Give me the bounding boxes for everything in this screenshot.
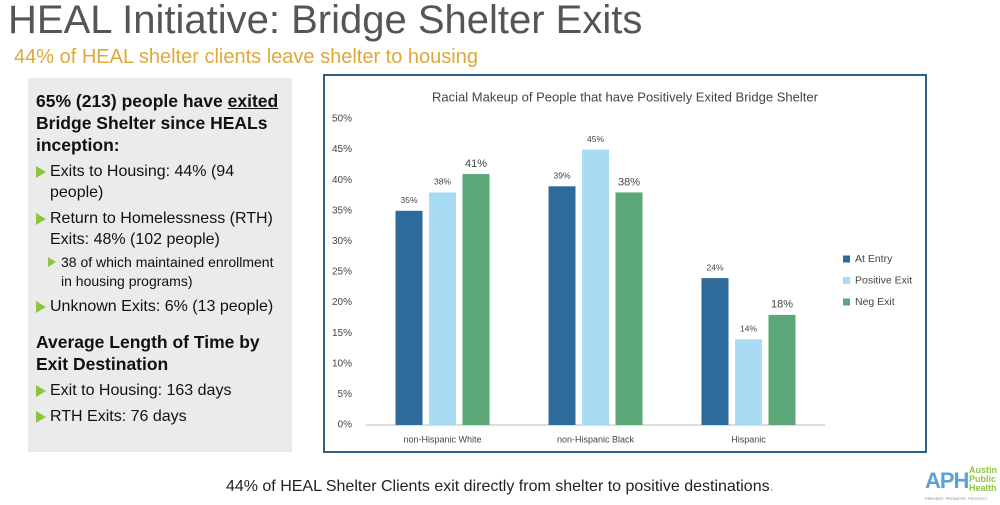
bar (395, 210, 423, 425)
bar (735, 339, 762, 425)
left-panel: 65% (213) people have exited Bridge Shel… (28, 78, 292, 452)
bar (615, 192, 643, 425)
bullet: Return to Homelessness (RTH) Exits: 48% … (36, 208, 288, 250)
logo-word: Health (969, 483, 997, 493)
value-label: 18% (771, 299, 793, 311)
bar (429, 192, 456, 425)
logo-word: Austin (969, 465, 997, 475)
footer: 44% of HEAL Shelter Clients exit directl… (0, 478, 1000, 496)
x-tick-label: non-Hispanic White (403, 434, 481, 444)
chart-frame: Racial Makeup of People that have Positi… (323, 74, 927, 453)
legend-label: At Entry (855, 253, 893, 265)
value-label: 24% (706, 262, 723, 272)
chart: Racial Makeup of People that have Positi… (332, 89, 912, 444)
heading-part: 65% (213) people have (36, 91, 228, 111)
panel-heading: 65% (213) people have exited Bridge Shel… (36, 90, 288, 156)
bullet: Exits to Housing: 44% (94 people) (36, 161, 288, 203)
logo-name: Austin Public Health (969, 466, 997, 493)
logo-mark: APH (925, 468, 969, 493)
value-label: 45% (587, 134, 604, 144)
slide-subtitle: 44% of HEAL shelter clients leave shelte… (14, 46, 478, 68)
legend-swatch (843, 255, 850, 263)
y-tick-label: 25% (332, 267, 352, 278)
value-label: 39% (553, 171, 570, 181)
y-tick-label: 10% (332, 358, 352, 369)
footer-end: . (769, 478, 775, 495)
legend-swatch (843, 298, 850, 306)
value-label: 14% (740, 324, 757, 334)
logo-tagline: PREVENT. PROMOTE. PROTECT. (925, 496, 988, 501)
panel-heading: Average Length of Time by Exit Destinati… (36, 332, 260, 374)
bar (548, 186, 576, 425)
heading-part: Bridge Shelter since HEALs inception: (36, 113, 268, 155)
y-tick-label: 40% (332, 175, 352, 186)
bullet: Unknown Exits: 6% (13 people) (36, 296, 288, 317)
sub-bullet: 38 of which maintained enrollment in hou… (48, 253, 288, 291)
bullet: Exit to Housing: 163 days (36, 380, 288, 401)
legend-label: Neg Exit (855, 296, 895, 308)
heading-part: exited (227, 91, 279, 111)
footer-text: 44% of HEAL Shelter Clients exit directl… (225, 478, 770, 495)
bar (582, 149, 609, 425)
y-tick-label: 35% (332, 205, 352, 216)
y-tick-label: 15% (332, 328, 352, 339)
x-tick-label: Hispanic (731, 434, 766, 444)
legend-swatch (843, 277, 850, 284)
logo: APH Austin Public Health PREVENT. PROMOTE.… (925, 466, 997, 504)
value-label: 38% (618, 176, 640, 188)
y-tick-label: 50% (332, 114, 352, 125)
bullet-list: Exits to Housing: 44% (94 people) Return … (36, 161, 288, 317)
logo-word: Public (969, 474, 997, 484)
bar (701, 278, 729, 425)
bar (768, 314, 796, 425)
bullet-list: Exit to Housing: 163 days RTH Exits: 76 d… (36, 380, 288, 427)
chart-title: Racial Makeup of People that have Positi… (432, 89, 819, 104)
legend-label: Positive Exit (855, 274, 912, 286)
bar (462, 174, 490, 425)
y-tick-label: 30% (332, 236, 352, 247)
y-tick-label: 5% (338, 389, 353, 400)
value-label: 38% (434, 177, 451, 187)
x-tick-label: non-Hispanic Black (557, 434, 635, 444)
value-label: 41% (465, 158, 487, 170)
y-tick-label: 20% (332, 297, 352, 308)
value-label: 35% (400, 195, 417, 205)
bullet: RTH Exits: 76 days (36, 406, 288, 427)
y-tick-label: 45% (332, 144, 352, 155)
y-tick-label: 0% (338, 420, 353, 431)
slide-title: HEAL Initiative: Bridge Shelter Exits (8, 0, 643, 42)
